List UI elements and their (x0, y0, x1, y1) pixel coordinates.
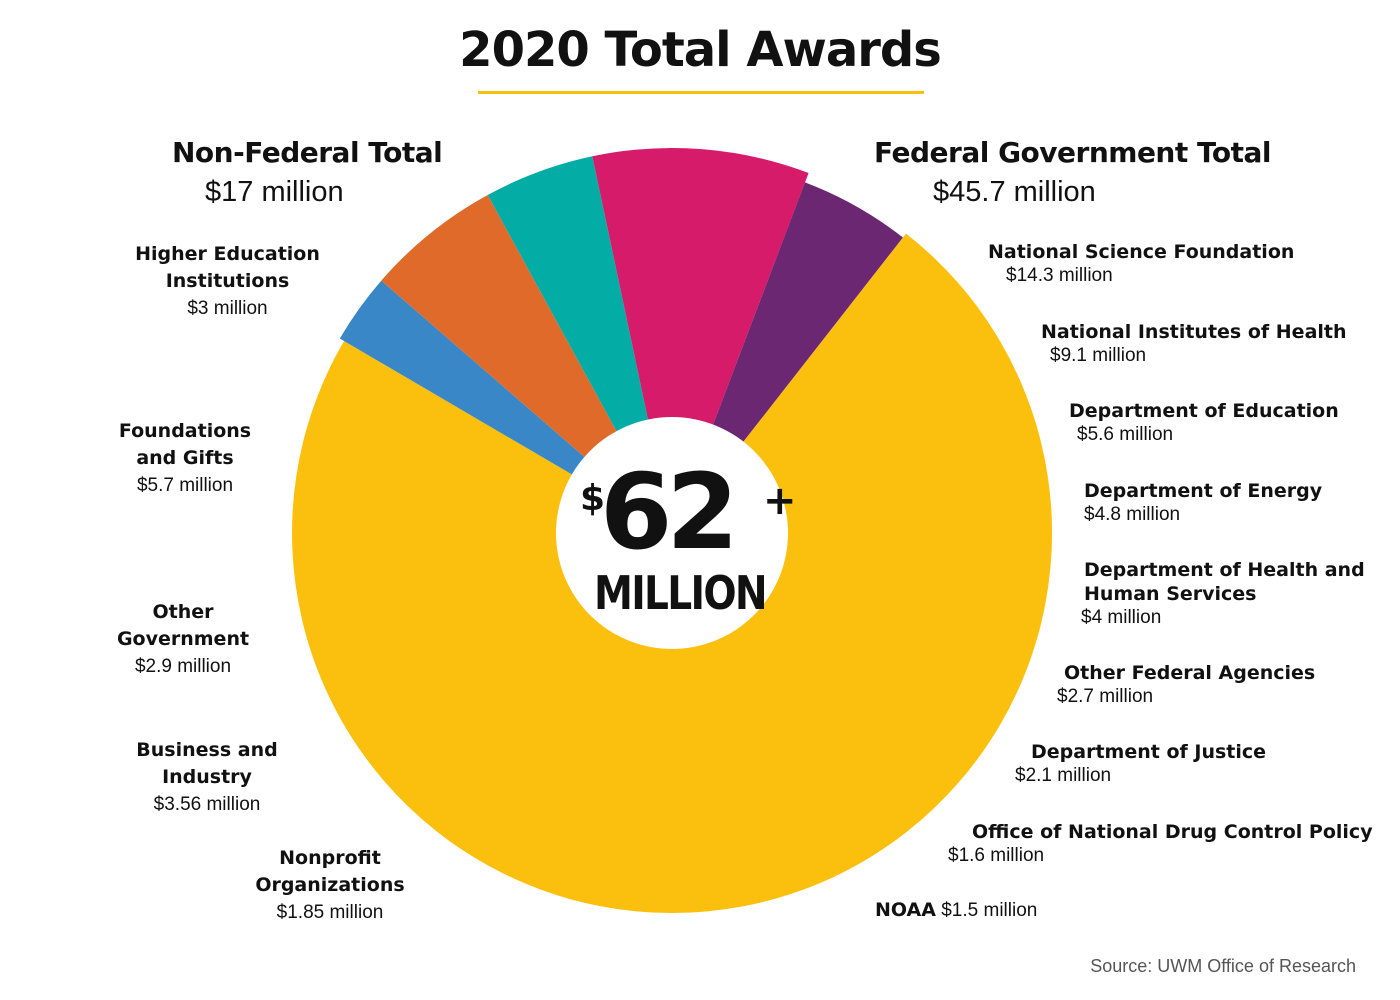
chart-title: 2020 Total Awards (459, 22, 942, 78)
label-name: Department of Health and Human Services (1084, 559, 1365, 605)
label-name: Department of Education (1069, 400, 1339, 422)
label-value: $3 million (187, 298, 268, 319)
label-other-federal: Other Federal Agencies $2.7 million (1057, 661, 1315, 709)
label-value: $5.7 million (136, 475, 234, 496)
center-currency: $ (580, 478, 606, 519)
label-business-industry: Business and Industry $3.56 million (107, 737, 307, 818)
label-name: Nonprofit Organizations (255, 847, 405, 896)
center-plus: + (763, 478, 797, 524)
label-value: $2.9 million (134, 656, 232, 677)
label-name: National Science Foundation (988, 241, 1295, 263)
label-name: Higher Education Institutions (135, 243, 320, 292)
label-name: Office of National Drug Control Policy (972, 821, 1373, 843)
center-unit: MILLION (594, 566, 768, 620)
source-note: Source: UWM Office of Research (1090, 956, 1356, 976)
non-federal-total: $17 million (205, 176, 344, 208)
label-name: Other Federal Agencies (1064, 662, 1316, 684)
label-value: $1.5 million (941, 900, 1038, 921)
label-name: Other Government (116, 601, 250, 650)
label-value: $2.7 million (1057, 686, 1154, 707)
label-name: National Institutes of Health (1041, 321, 1347, 343)
label-nsf: National Science Foundation $14.3 millio… (988, 240, 1294, 288)
label-value: $9.1 million (1050, 345, 1147, 366)
label-foundations: Foundations and Gifts $5.7 million (85, 418, 285, 499)
label-value: $14.3 million (1006, 265, 1113, 286)
pie-slice-foundations-and-gifts (592, 147, 809, 533)
label-higher-education: Higher Education Institutions $3 million (110, 241, 345, 322)
federal-total: $45.7 million (933, 176, 1096, 208)
label-value: $4.8 million (1084, 504, 1181, 525)
label-nonprofit: Nonprofit Organizations $1.85 million (230, 845, 430, 926)
label-noaa: NOAA $1.5 million (875, 898, 1037, 923)
label-value: $1.85 million (276, 902, 384, 923)
label-name: Department of Energy (1084, 480, 1323, 502)
label-doe-education: Department of Education $5.6 million (1069, 399, 1339, 447)
label-value: $4 million (1081, 607, 1162, 628)
label-value: $5.6 million (1077, 424, 1174, 445)
label-justice: Department of Justice $2.1 million (1015, 740, 1266, 788)
label-name: Business and Industry (136, 739, 278, 788)
non-federal-heading: Non-Federal Total (172, 136, 443, 169)
label-energy: Department of Energy $4.8 million (1084, 479, 1322, 527)
label-value: $3.56 million (153, 794, 261, 815)
center-amount: 62 (600, 451, 739, 573)
label-ondcp: Office of National Drug Control Policy $… (948, 820, 1373, 868)
label-name: Department of Justice (1031, 741, 1267, 763)
title-underline (478, 91, 924, 94)
label-hhs: Department of Health and Human Services … (1081, 558, 1365, 630)
center-hole (556, 417, 788, 649)
label-nih: National Institutes of Health $9.1 milli… (1041, 320, 1347, 368)
label-other-government: Other Government $2.9 million (83, 599, 283, 680)
label-value: $1.6 million (948, 845, 1045, 866)
label-name: NOAA (875, 899, 936, 921)
label-value: $2.1 million (1015, 765, 1112, 786)
label-name: Foundations and Gifts (118, 420, 252, 469)
federal-heading: Federal Government Total (874, 136, 1272, 169)
